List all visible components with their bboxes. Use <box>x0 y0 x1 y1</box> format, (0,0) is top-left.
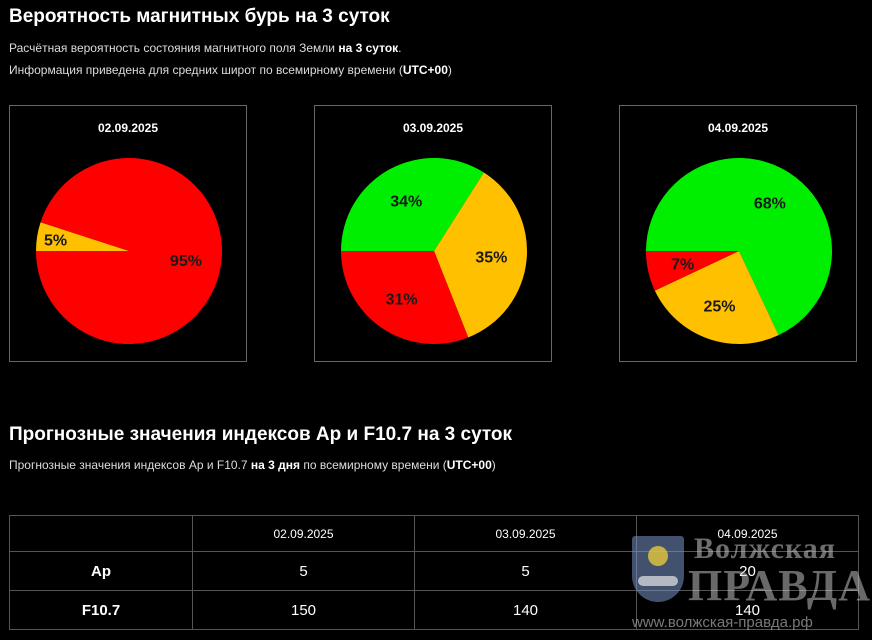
table-cell: 20 <box>636 551 859 591</box>
pie-slice <box>341 157 484 251</box>
pie-slice-label: 68% <box>754 195 786 212</box>
pie-slice-label: 5% <box>44 232 67 249</box>
pie-chart-day-2: 03.09.2025 34% 35% 31% <box>314 105 552 362</box>
table-cell: 150 <box>192 590 415 630</box>
pie-chart-day-3: 04.09.2025 68% 25% 7% <box>619 105 857 362</box>
chart-date: 02.09.2025 <box>97 121 159 135</box>
pie-slice <box>36 158 222 344</box>
pie-slice <box>646 251 739 291</box>
pie-slice-label: 7% <box>671 257 694 274</box>
pie-svg: 34% 35% 31% <box>341 157 527 344</box>
forecast-title: Прогнозные значения индексов Ap и F10.7 … <box>9 424 513 445</box>
chart-date: 04.09.2025 <box>707 121 769 135</box>
pie-slice <box>341 251 469 344</box>
table-cell: 140 <box>414 590 637 630</box>
table-cell: 5 <box>192 551 415 591</box>
pie-slice <box>36 222 129 251</box>
chart-date: 03.09.2025 <box>402 121 464 135</box>
table-cell: 140 <box>636 590 859 630</box>
pie-slice-label: 25% <box>703 298 735 315</box>
table-column-header: 03.09.2025 <box>414 515 637 552</box>
pie-chart-day-1: 02.09.2025 5% 95% <box>9 105 247 362</box>
pie-svg: 68% 25% 7% <box>646 158 832 344</box>
table-row: F10.7 150 140 140 <box>9 590 859 630</box>
table-header-row: 02.09.2025 03.09.2025 04.09.2025 <box>9 515 859 552</box>
pie-slice-label: 35% <box>475 249 507 266</box>
table-row-label: F10.7 <box>9 590 193 630</box>
table-row-label: Ap <box>9 551 193 591</box>
pie-slice-label: 31% <box>386 292 418 309</box>
pie-slice-label: 34% <box>390 193 422 210</box>
pie-slice <box>654 251 779 344</box>
table-column-header: 04.09.2025 <box>636 515 859 552</box>
table-corner-cell <box>9 515 193 552</box>
table-column-header: 02.09.2025 <box>192 515 415 552</box>
page-title: Вероятность магнитных бурь на 3 суток <box>9 6 390 27</box>
forecast-subtitle: Прогнозные значения индексов Ap и F10.7 … <box>9 458 496 472</box>
pie-slice-label: 95% <box>170 253 202 270</box>
subtitle-line-1: Расчётная вероятность состояния магнитно… <box>9 41 402 55</box>
table-cell: 5 <box>414 551 637 591</box>
pie-svg: 5% 95% <box>36 158 222 344</box>
pie-slice <box>434 172 527 338</box>
index-table: 02.09.2025 03.09.2025 04.09.2025 Ap 5 5 … <box>9 515 859 630</box>
pie-slice <box>646 158 832 336</box>
subtitle-line-2: Информация приведена для средних широт п… <box>9 63 452 77</box>
table-row: Ap 5 5 20 <box>9 551 859 591</box>
